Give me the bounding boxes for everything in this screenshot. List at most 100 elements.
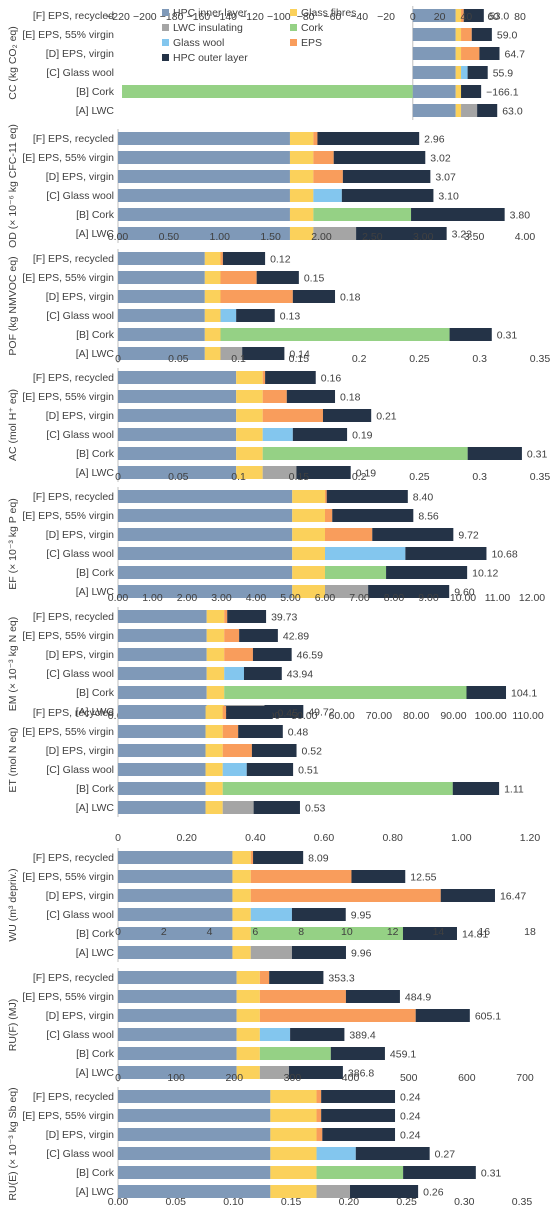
bar-segment-glass_wool xyxy=(259,1028,291,1041)
bar-segment-hpc_inner xyxy=(118,870,233,883)
bar-segment-glass_fibres xyxy=(455,66,462,79)
bar-segment-glass_fibres xyxy=(292,585,325,598)
x-tick-label: 0.1 xyxy=(231,471,246,483)
x-tick-label: 0.00 xyxy=(108,592,129,604)
bar-segment-hpc_inner xyxy=(118,763,206,776)
panel-1: [F] EPS, recycled [E] EPS, 55% virgin [D] … xyxy=(7,124,535,248)
category-label: [C] Glass wool xyxy=(46,548,114,560)
category-label: [C] Glass wool xyxy=(46,429,114,441)
bar-segment-hpc_inner xyxy=(118,927,233,940)
x-tick-label: 0.15 xyxy=(289,471,310,483)
x-tick-label: 1.00 xyxy=(210,231,231,243)
bar-segment-hpc_inner xyxy=(412,9,456,22)
bar-segment-glass_fibres xyxy=(205,801,223,814)
total-value-label: 0.19 xyxy=(352,430,373,442)
bar-segment-glass_fibres xyxy=(289,132,314,145)
bar-segment-hpc_inner xyxy=(118,371,237,384)
bar-segment-hpc_outer xyxy=(264,705,304,718)
category-label: [F] EPS, recycled xyxy=(33,253,114,265)
bar-segment-hpc_inner xyxy=(412,104,456,117)
category-label: [E] EPS, 55% virgin xyxy=(22,871,114,883)
bar-segment-eps xyxy=(259,971,270,984)
bar-segment-hpc_inner xyxy=(118,170,290,183)
total-value-label: 0.53 xyxy=(305,803,326,815)
panel-6: [F] EPS, recycled [E] EPS, 55% virgin [D] … xyxy=(7,703,540,844)
bar-segment-glass_fibres xyxy=(206,610,225,623)
bar-segment-hpc_inner xyxy=(118,1009,237,1022)
bar-segment-glass_fibres xyxy=(204,271,221,284)
total-value-label: 46.59 xyxy=(297,650,323,662)
category-label: [F] EPS, recycled xyxy=(33,133,114,145)
bar-segment-hpc_outer xyxy=(321,1109,396,1122)
category-label: [D] EPS, virgin xyxy=(46,410,114,422)
x-tick-label: 80.00 xyxy=(403,710,429,722)
x-tick-label: 2.00 xyxy=(311,231,332,243)
total-value-label: 0.52 xyxy=(302,746,323,758)
bar-segment-eps xyxy=(316,1109,322,1122)
bar-segment-lwc xyxy=(316,1185,351,1198)
bar-segment-hpc_outer xyxy=(321,1090,396,1103)
x-tick-label: 0.2 xyxy=(352,353,367,365)
bar-segment-hpc_outer xyxy=(253,801,300,814)
bar-segment-hpc_inner xyxy=(118,409,237,422)
total-value-label: 0.21 xyxy=(376,411,397,423)
bar-segment-hpc_outer xyxy=(477,104,498,117)
bar-segment-hpc_inner xyxy=(118,328,205,341)
category-label: [C] Glass wool xyxy=(46,310,114,322)
bar-segment-glass_fibres xyxy=(455,85,462,98)
bar-segment-eps xyxy=(313,151,334,164)
x-tick-label: 0 xyxy=(115,832,121,844)
x-tick-label: 0.1 xyxy=(231,353,246,365)
bar-segment-glass_fibres xyxy=(236,990,260,1003)
bar-segment-hpc_inner xyxy=(118,908,233,921)
legend-swatch-lwc xyxy=(162,24,169,31)
bar-segment-eps xyxy=(250,851,254,864)
bar-segment-glass_fibres xyxy=(232,946,251,959)
legend-swatch-hpc_inner xyxy=(162,9,169,16)
bar-segment-hpc_outer xyxy=(461,85,482,98)
x-tick-label: −120 xyxy=(240,11,264,23)
x-tick-label: 0.00 xyxy=(108,231,129,243)
x-tick-label: −160 xyxy=(187,11,211,23)
bar-segment-eps xyxy=(222,725,239,738)
bar-segment-eps xyxy=(222,744,252,757)
bar-segment-glass_fibres xyxy=(206,667,225,680)
x-tick-label: 0 xyxy=(115,1072,121,1084)
bar-segment-hpc_inner xyxy=(118,851,233,864)
x-tick-label: 8 xyxy=(298,926,304,938)
bar-segment-glass_wool xyxy=(316,1147,356,1160)
category-label: [A] LWC xyxy=(76,1067,115,1079)
legend: HPC inner layer Glass fibres LWC insulatin… xyxy=(162,7,356,64)
legend-entry: Glass fibres xyxy=(301,7,356,19)
x-tick-label: 0.60 xyxy=(314,832,335,844)
bar-segment-glass_fibres xyxy=(270,1166,317,1179)
bar-segment-cork xyxy=(222,782,453,795)
total-value-label: −166.1 xyxy=(486,87,519,99)
total-value-label: 0.24 xyxy=(400,1092,421,1104)
bar-segment-glass_fibres xyxy=(205,725,223,738)
bar-segment-hpc_inner xyxy=(412,47,456,60)
x-tick-label: −60 xyxy=(323,11,341,23)
bar-segment-hpc_inner xyxy=(118,208,290,221)
bar-segment-eps xyxy=(316,1128,323,1141)
bar-segment-hpc_inner xyxy=(412,28,456,41)
bar-segment-hpc_outer xyxy=(351,870,406,883)
bar-segment-glass_fibres xyxy=(292,547,325,560)
bar-segment-glass_fibres xyxy=(455,9,462,22)
bar-segment-glass_wool xyxy=(461,66,468,79)
panel-7: [F] EPS, recycled [E] EPS, 55% virgin [D] … xyxy=(7,848,536,962)
bar-segment-hpc_inner xyxy=(118,252,205,265)
bar-segment-hpc_inner xyxy=(118,490,293,503)
category-label: [B] Cork xyxy=(76,783,115,795)
bar-segment-hpc_outer xyxy=(411,208,505,221)
bar-segment-cork xyxy=(224,686,467,699)
bar-segment-glass_fibres xyxy=(236,447,263,460)
bar-segment-hpc_inner xyxy=(118,801,206,814)
bar-segment-glass_fibres xyxy=(292,566,325,579)
bar-segment-hpc_outer xyxy=(251,744,297,757)
x-tick-label: 0.3 xyxy=(472,471,487,483)
x-tick-label: 1.00 xyxy=(451,832,472,844)
bar-segment-hpc_inner xyxy=(118,946,233,959)
bar-segment-hpc_inner xyxy=(118,566,293,579)
